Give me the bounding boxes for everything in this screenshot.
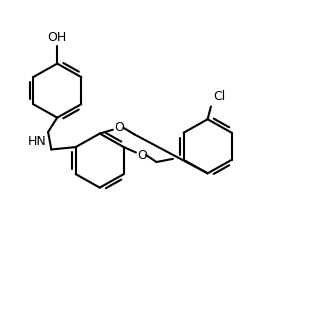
Text: HN: HN bbox=[28, 135, 46, 148]
Text: O: O bbox=[137, 149, 147, 162]
Text: OH: OH bbox=[48, 31, 67, 44]
Text: O: O bbox=[114, 121, 124, 134]
Text: Cl: Cl bbox=[214, 90, 226, 103]
